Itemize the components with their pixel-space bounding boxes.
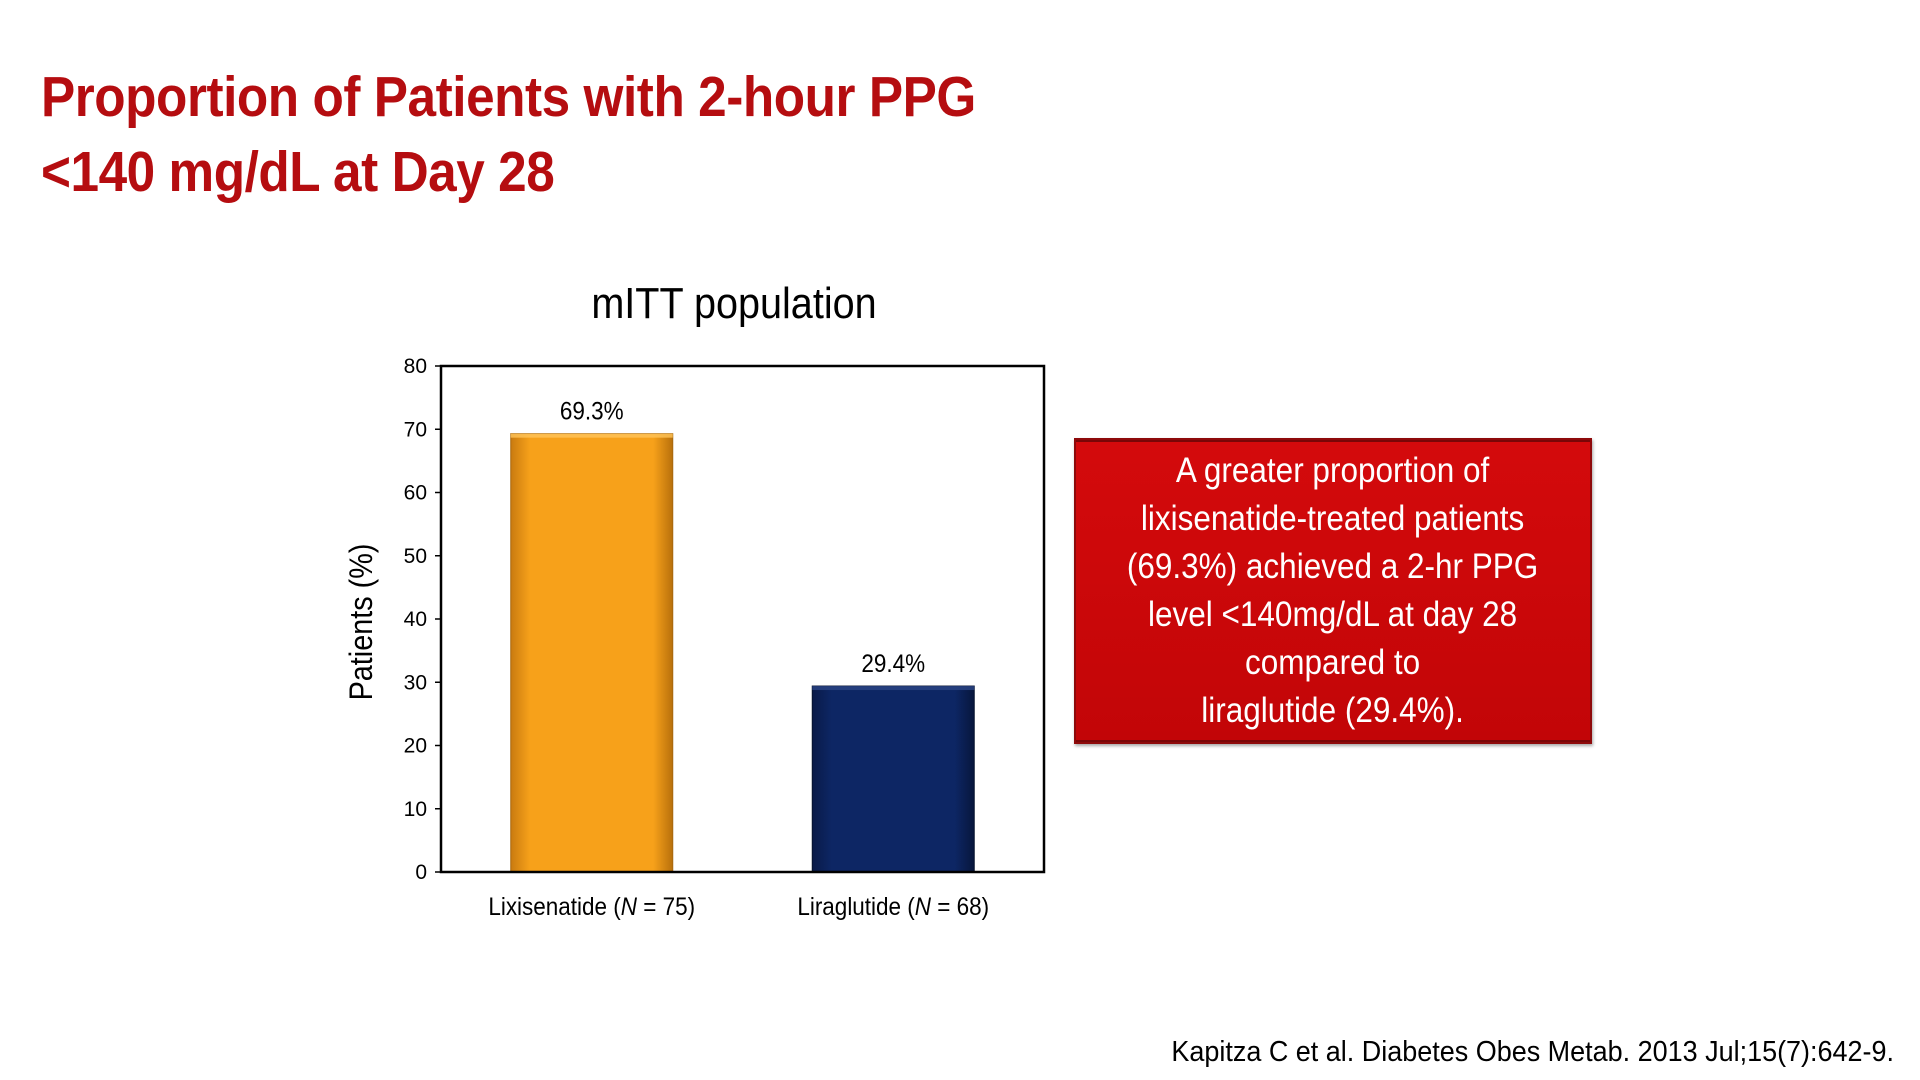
bar-top-highlight [510,433,673,438]
callout-box: A greater proportion of lixisenatide-tre… [1074,438,1592,744]
y-tick-label: 50 [404,545,427,568]
callout-text: A greater proportion of lixisenatide-tre… [1127,451,1539,730]
y-tick-label: 20 [404,735,427,758]
chart-title: mITT population [591,278,876,327]
slide-title-line-2: <140 mg/dL at Day 28 [41,140,555,204]
y-tick-label: 10 [404,798,427,821]
x-category-label: Liraglutide (N = 68) [797,893,989,921]
plot-frame [439,364,1046,874]
data-label: 69.3% [560,398,624,426]
y-tick-label: 30 [404,671,427,694]
y-axis-label: Patients (%) [344,544,380,701]
y-tick-label: 40 [404,608,427,631]
y-tick-label: 60 [404,482,427,505]
bar-liraglutide [811,685,975,873]
bar-top-highlight [812,686,975,691]
citation: Kapitza C et al. Diabetes Obes Metab. 20… [1171,1036,1894,1068]
y-tick-label: 70 [404,418,427,441]
slide-title: Proportion of Patients with 2-hour PPG <… [41,60,976,210]
x-category-label: Lixisenatide (N = 75) [488,893,695,921]
slide-title-line-1: Proportion of Patients with 2-hour PPG [41,65,976,129]
y-tick-label: 0 [415,861,427,884]
y-tick-label: 80 [404,355,427,378]
data-label: 29.4% [861,650,925,678]
bar-lixisenatide [510,433,674,873]
